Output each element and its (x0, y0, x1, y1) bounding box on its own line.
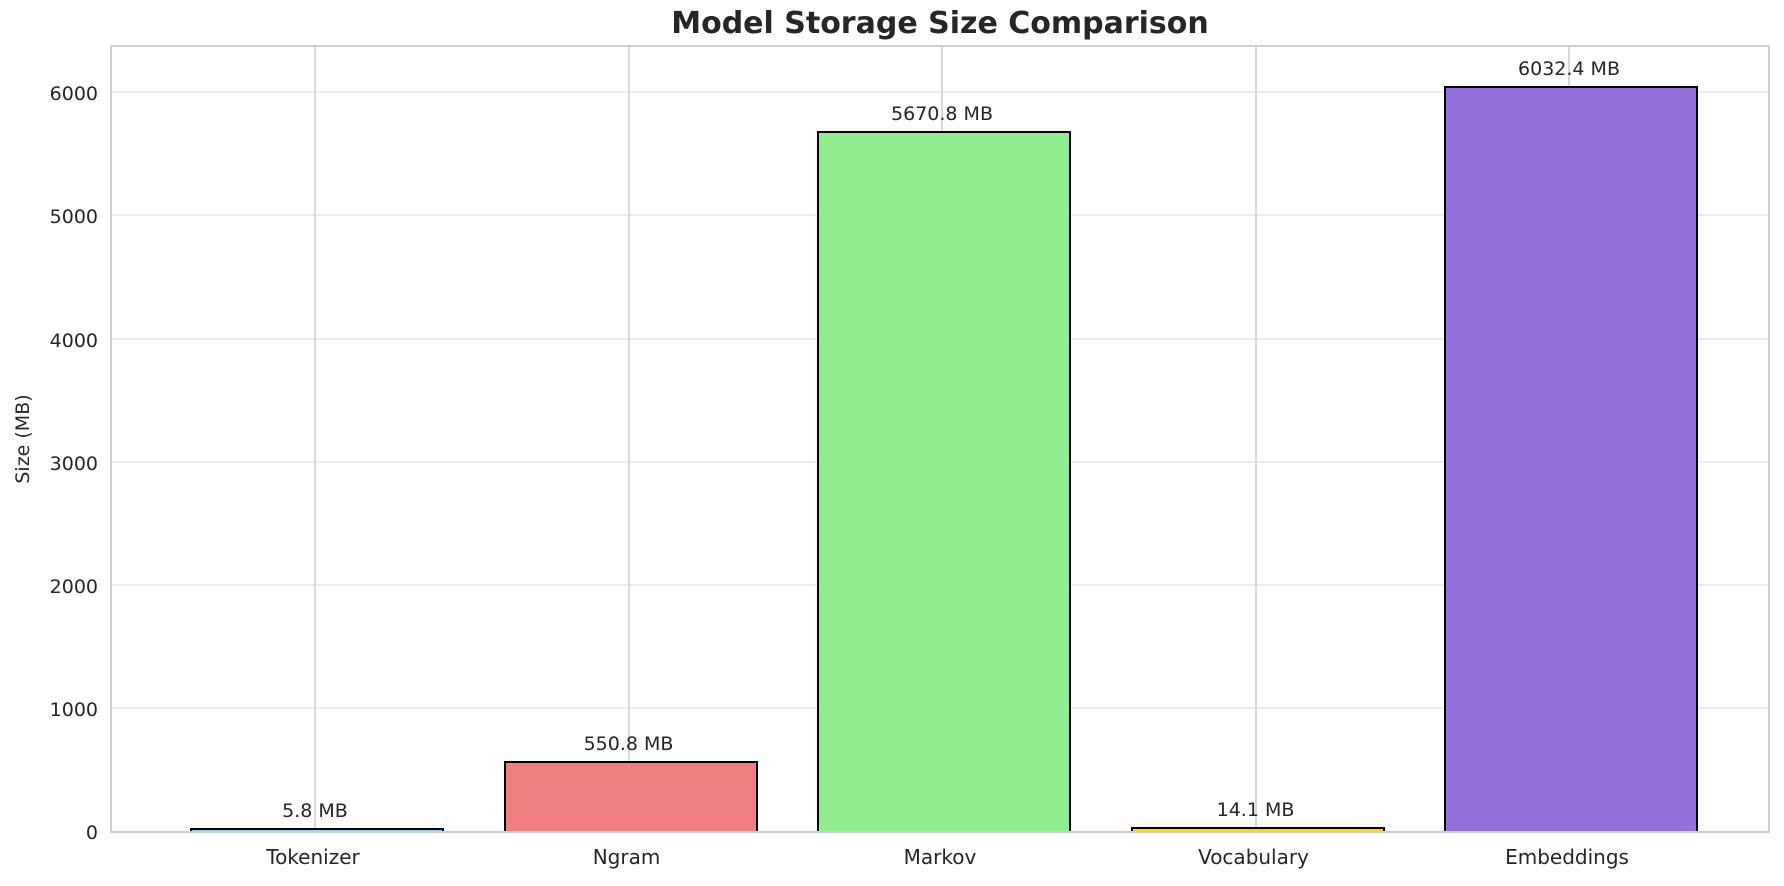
plot-area: 5.8 MB 550.8 MB 5670.8 MB 14.1 MB 6032.4 MB (110, 45, 1770, 833)
bar-value-label: 5670.8 MB (891, 102, 993, 125)
y-tick-label: 0 (85, 822, 98, 844)
y-tick-label: 2000 (49, 575, 98, 598)
vertical-gridline (314, 47, 316, 831)
bar-value-label: 14.1 MB (1216, 799, 1295, 822)
horizontal-gridline (112, 91, 1768, 94)
x-tick-label-vocabulary: Vocabulary (1198, 845, 1309, 869)
x-tick-label-embeddings: Embeddings (1505, 845, 1629, 869)
y-axis-label: Size (MB) (12, 394, 34, 484)
y-tick-label: 5000 (49, 206, 98, 229)
bar-value-label: 5.8 MB (282, 800, 348, 823)
bar-value-label: 6032.4 MB (1518, 58, 1620, 81)
x-tick-label-ngram: Ngram (592, 845, 661, 869)
bar-markov (817, 130, 1071, 831)
bar-vocabulary (1130, 827, 1385, 831)
vertical-gridline (1254, 47, 1257, 831)
y-tick-label: 6000 (49, 83, 98, 106)
bar-tokenizer (190, 828, 444, 831)
bar-embeddings (1444, 86, 1698, 831)
bar-value-label: 550.8 MB (583, 733, 674, 756)
y-tick-label: 4000 (49, 329, 98, 352)
bar-ngram (503, 761, 758, 831)
x-tick-label-tokenizer: Tokenizer (266, 845, 360, 869)
chart-title: Model Storage Size Comparison (671, 6, 1209, 41)
vertical-gridline (627, 47, 630, 831)
y-tick-label: 3000 (49, 452, 98, 475)
y-tick-label: 1000 (49, 698, 98, 721)
x-tick-label-markov: Markov (903, 845, 977, 869)
